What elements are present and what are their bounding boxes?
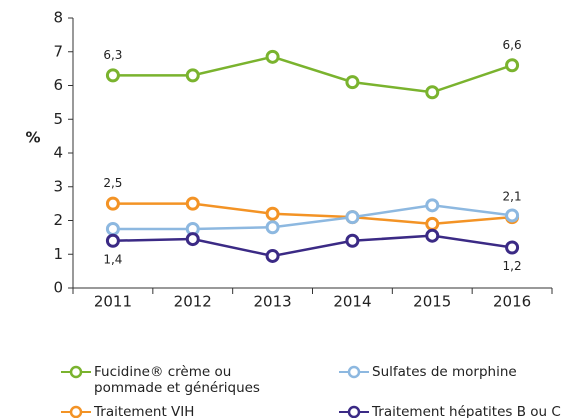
y-tick-label: 7: [53, 42, 63, 60]
y-tick-label: 8: [53, 9, 63, 27]
y-tick-label: 1: [53, 245, 63, 263]
line: [112, 234, 513, 258]
point: [265, 49, 280, 64]
x-tick-label: 2015: [413, 293, 451, 311]
point: [185, 232, 200, 247]
legend-label: Traitement hépatites B ou C: [372, 404, 561, 418]
legend-label: Fucidine® crème ou pommade et génériques: [94, 364, 260, 396]
point: [345, 210, 360, 225]
point: [105, 196, 120, 211]
y-tick-label: 0: [53, 279, 63, 297]
legend-marker: [339, 365, 369, 379]
legend-label: Traitement VIH: [94, 404, 195, 418]
y-tick-label: 6: [53, 76, 63, 94]
x-tick-label: 2012: [174, 293, 212, 311]
point: [505, 58, 520, 73]
x-tick-label: 2014: [333, 293, 371, 311]
legend-label: Sulfates de morphine: [372, 364, 517, 380]
point: [105, 68, 120, 83]
point: [425, 228, 440, 243]
line: [112, 204, 513, 231]
legend-marker: [61, 405, 91, 418]
point: [345, 75, 360, 90]
y-tick-label: 5: [53, 110, 63, 128]
chart: % 0 1 2 3 4 5 6 7 8 2011 2012 2013 2014 2015 2016 6,3 6,…: [25, 9, 553, 311]
legend-marker: [61, 365, 91, 379]
point: [185, 68, 200, 83]
legend-item: Traitement hépatites B ou C: [338, 404, 571, 418]
legend-dot: [69, 365, 83, 379]
data-label: 2,1: [503, 190, 522, 204]
legend-item: Traitement VIH: [60, 404, 294, 418]
data-label: 6,3: [103, 48, 122, 62]
data-label: 2,5: [103, 176, 122, 190]
point: [425, 216, 440, 231]
point: [505, 240, 520, 255]
point: [185, 196, 200, 211]
data-label: 6,6: [503, 38, 522, 52]
legend-dot: [69, 405, 83, 418]
y-tick-label: 2: [53, 211, 63, 229]
legend-marker: [339, 405, 369, 418]
legend-dot: [347, 365, 361, 379]
point: [265, 206, 280, 221]
data-label: 1,4: [103, 252, 122, 266]
legend-item: Sulfates de morphine: [338, 364, 571, 380]
point: [265, 248, 280, 263]
line: [112, 55, 513, 94]
point: [105, 221, 120, 236]
y-tick-label: 3: [53, 177, 63, 195]
line: [112, 202, 513, 226]
data-label: 1,2: [503, 259, 522, 273]
point: [425, 85, 440, 100]
point: [425, 198, 440, 213]
legend-item: Fucidine® crème ou pommade et génériques: [60, 364, 294, 396]
x-tick-label: 2013: [253, 293, 291, 311]
y-axis-label: %: [25, 129, 40, 147]
x-tick-label: 2016: [493, 293, 531, 311]
x-tick-label: 2011: [94, 293, 132, 311]
legend-dot: [347, 405, 361, 418]
point: [345, 233, 360, 248]
point: [505, 208, 520, 223]
point: [105, 233, 120, 248]
y-tick-label: 4: [53, 144, 63, 162]
point: [265, 220, 280, 235]
